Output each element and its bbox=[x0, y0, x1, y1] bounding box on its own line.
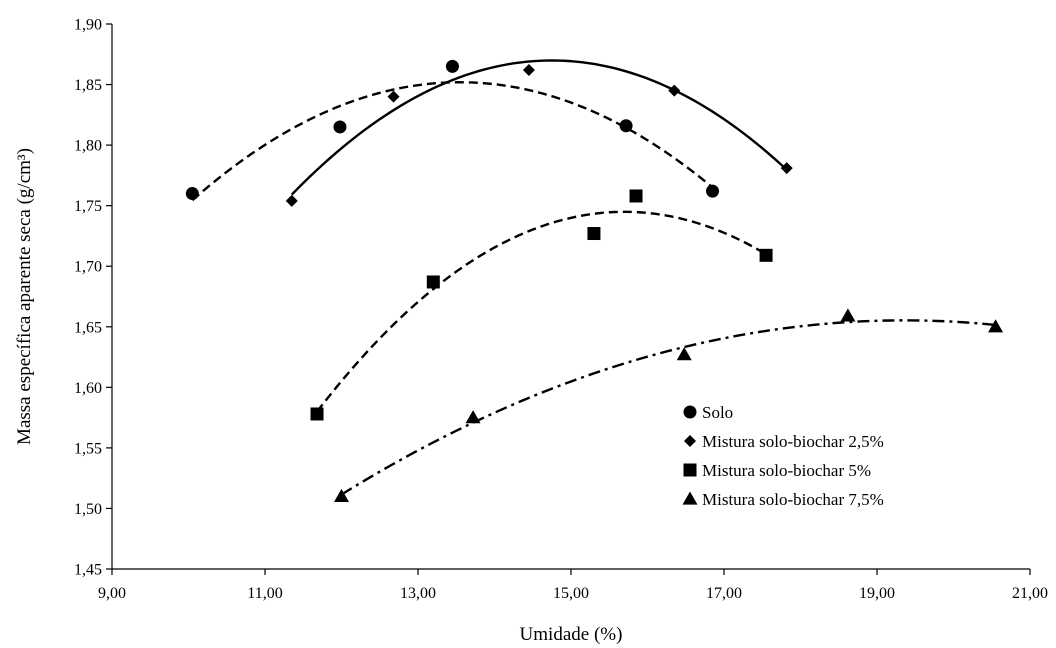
circle-marker bbox=[185, 187, 199, 201]
circle-marker bbox=[333, 120, 347, 134]
x-tick-label: 11,00 bbox=[247, 585, 282, 602]
y-tick-label: 1,80 bbox=[74, 138, 102, 155]
axes bbox=[111, 24, 1030, 570]
fit-curves bbox=[191, 59, 996, 496]
y-tick-label: 1,55 bbox=[74, 440, 102, 457]
data-points bbox=[185, 59, 1004, 502]
triangle-marker bbox=[334, 488, 349, 502]
triangle-marker bbox=[465, 410, 481, 424]
y-tick-label: 1,75 bbox=[74, 198, 102, 215]
y-tick-label: 1,45 bbox=[74, 562, 102, 579]
x-tick-label: 15,00 bbox=[553, 585, 589, 602]
legend-label: Mistura solo-biochar 7,5% bbox=[702, 490, 884, 509]
x-tick-label: 19,00 bbox=[859, 585, 895, 602]
triangle-marker bbox=[676, 347, 692, 361]
x-axis-title: Umidade (%) bbox=[520, 624, 623, 645]
fit-curve-series-2 bbox=[290, 59, 788, 196]
legend: Solo Mistura solo-biochar 2,5% Mistura sol… bbox=[682, 403, 884, 509]
legend-label: Mistura solo-biochar 2,5% bbox=[702, 432, 884, 451]
fit-curve-series-3 bbox=[316, 210, 767, 413]
circle-marker bbox=[445, 59, 459, 73]
y-axis-title: Massa específica aparente seca (g/cm³) bbox=[14, 148, 35, 445]
y-tick-label: 1,50 bbox=[74, 501, 102, 518]
square-marker bbox=[426, 275, 440, 289]
y-axis-ticks: 1,45 1,50 1,55 1,60 1,65 1,70 1,75 1,80 1,85 1,90 bbox=[74, 17, 112, 579]
legend-label: Mistura solo-biochar 5% bbox=[702, 461, 871, 480]
x-tick-label: 21,00 bbox=[1012, 585, 1048, 602]
x-axis-ticks: 9,00 11,00 13,00 15,00 17,00 19,00 21,00 bbox=[98, 569, 1048, 602]
square-marker bbox=[629, 189, 643, 203]
y-tick-label: 1,85 bbox=[74, 77, 102, 94]
y-tick-label: 1,65 bbox=[74, 319, 102, 336]
fit-curve-series-4 bbox=[340, 319, 996, 496]
fit-curve-series-1 bbox=[191, 81, 714, 202]
legend-circle-icon bbox=[683, 405, 697, 419]
diamond-marker bbox=[780, 162, 793, 175]
x-tick-label: 13,00 bbox=[400, 585, 436, 602]
diamond-marker bbox=[285, 194, 298, 207]
circle-marker bbox=[706, 184, 720, 198]
y-tick-label: 1,70 bbox=[74, 259, 102, 276]
y-tick-label: 1,90 bbox=[74, 17, 102, 34]
legend-triangle-icon bbox=[682, 491, 698, 505]
x-tick-label: 17,00 bbox=[706, 585, 742, 602]
legend-diamond-icon bbox=[684, 435, 696, 447]
diamond-marker bbox=[522, 64, 535, 77]
legend-label: Solo bbox=[702, 403, 733, 422]
triangle-marker bbox=[840, 308, 856, 322]
legend-square-icon bbox=[683, 463, 697, 477]
square-marker bbox=[587, 227, 601, 241]
triangle-marker bbox=[988, 319, 1004, 333]
square-marker bbox=[759, 248, 773, 262]
x-tick-label: 9,00 bbox=[98, 585, 126, 602]
y-tick-label: 1,60 bbox=[74, 380, 102, 397]
square-marker bbox=[310, 407, 324, 421]
diamond-marker bbox=[387, 90, 400, 103]
circle-marker bbox=[619, 119, 633, 133]
diamond-marker bbox=[668, 84, 681, 97]
